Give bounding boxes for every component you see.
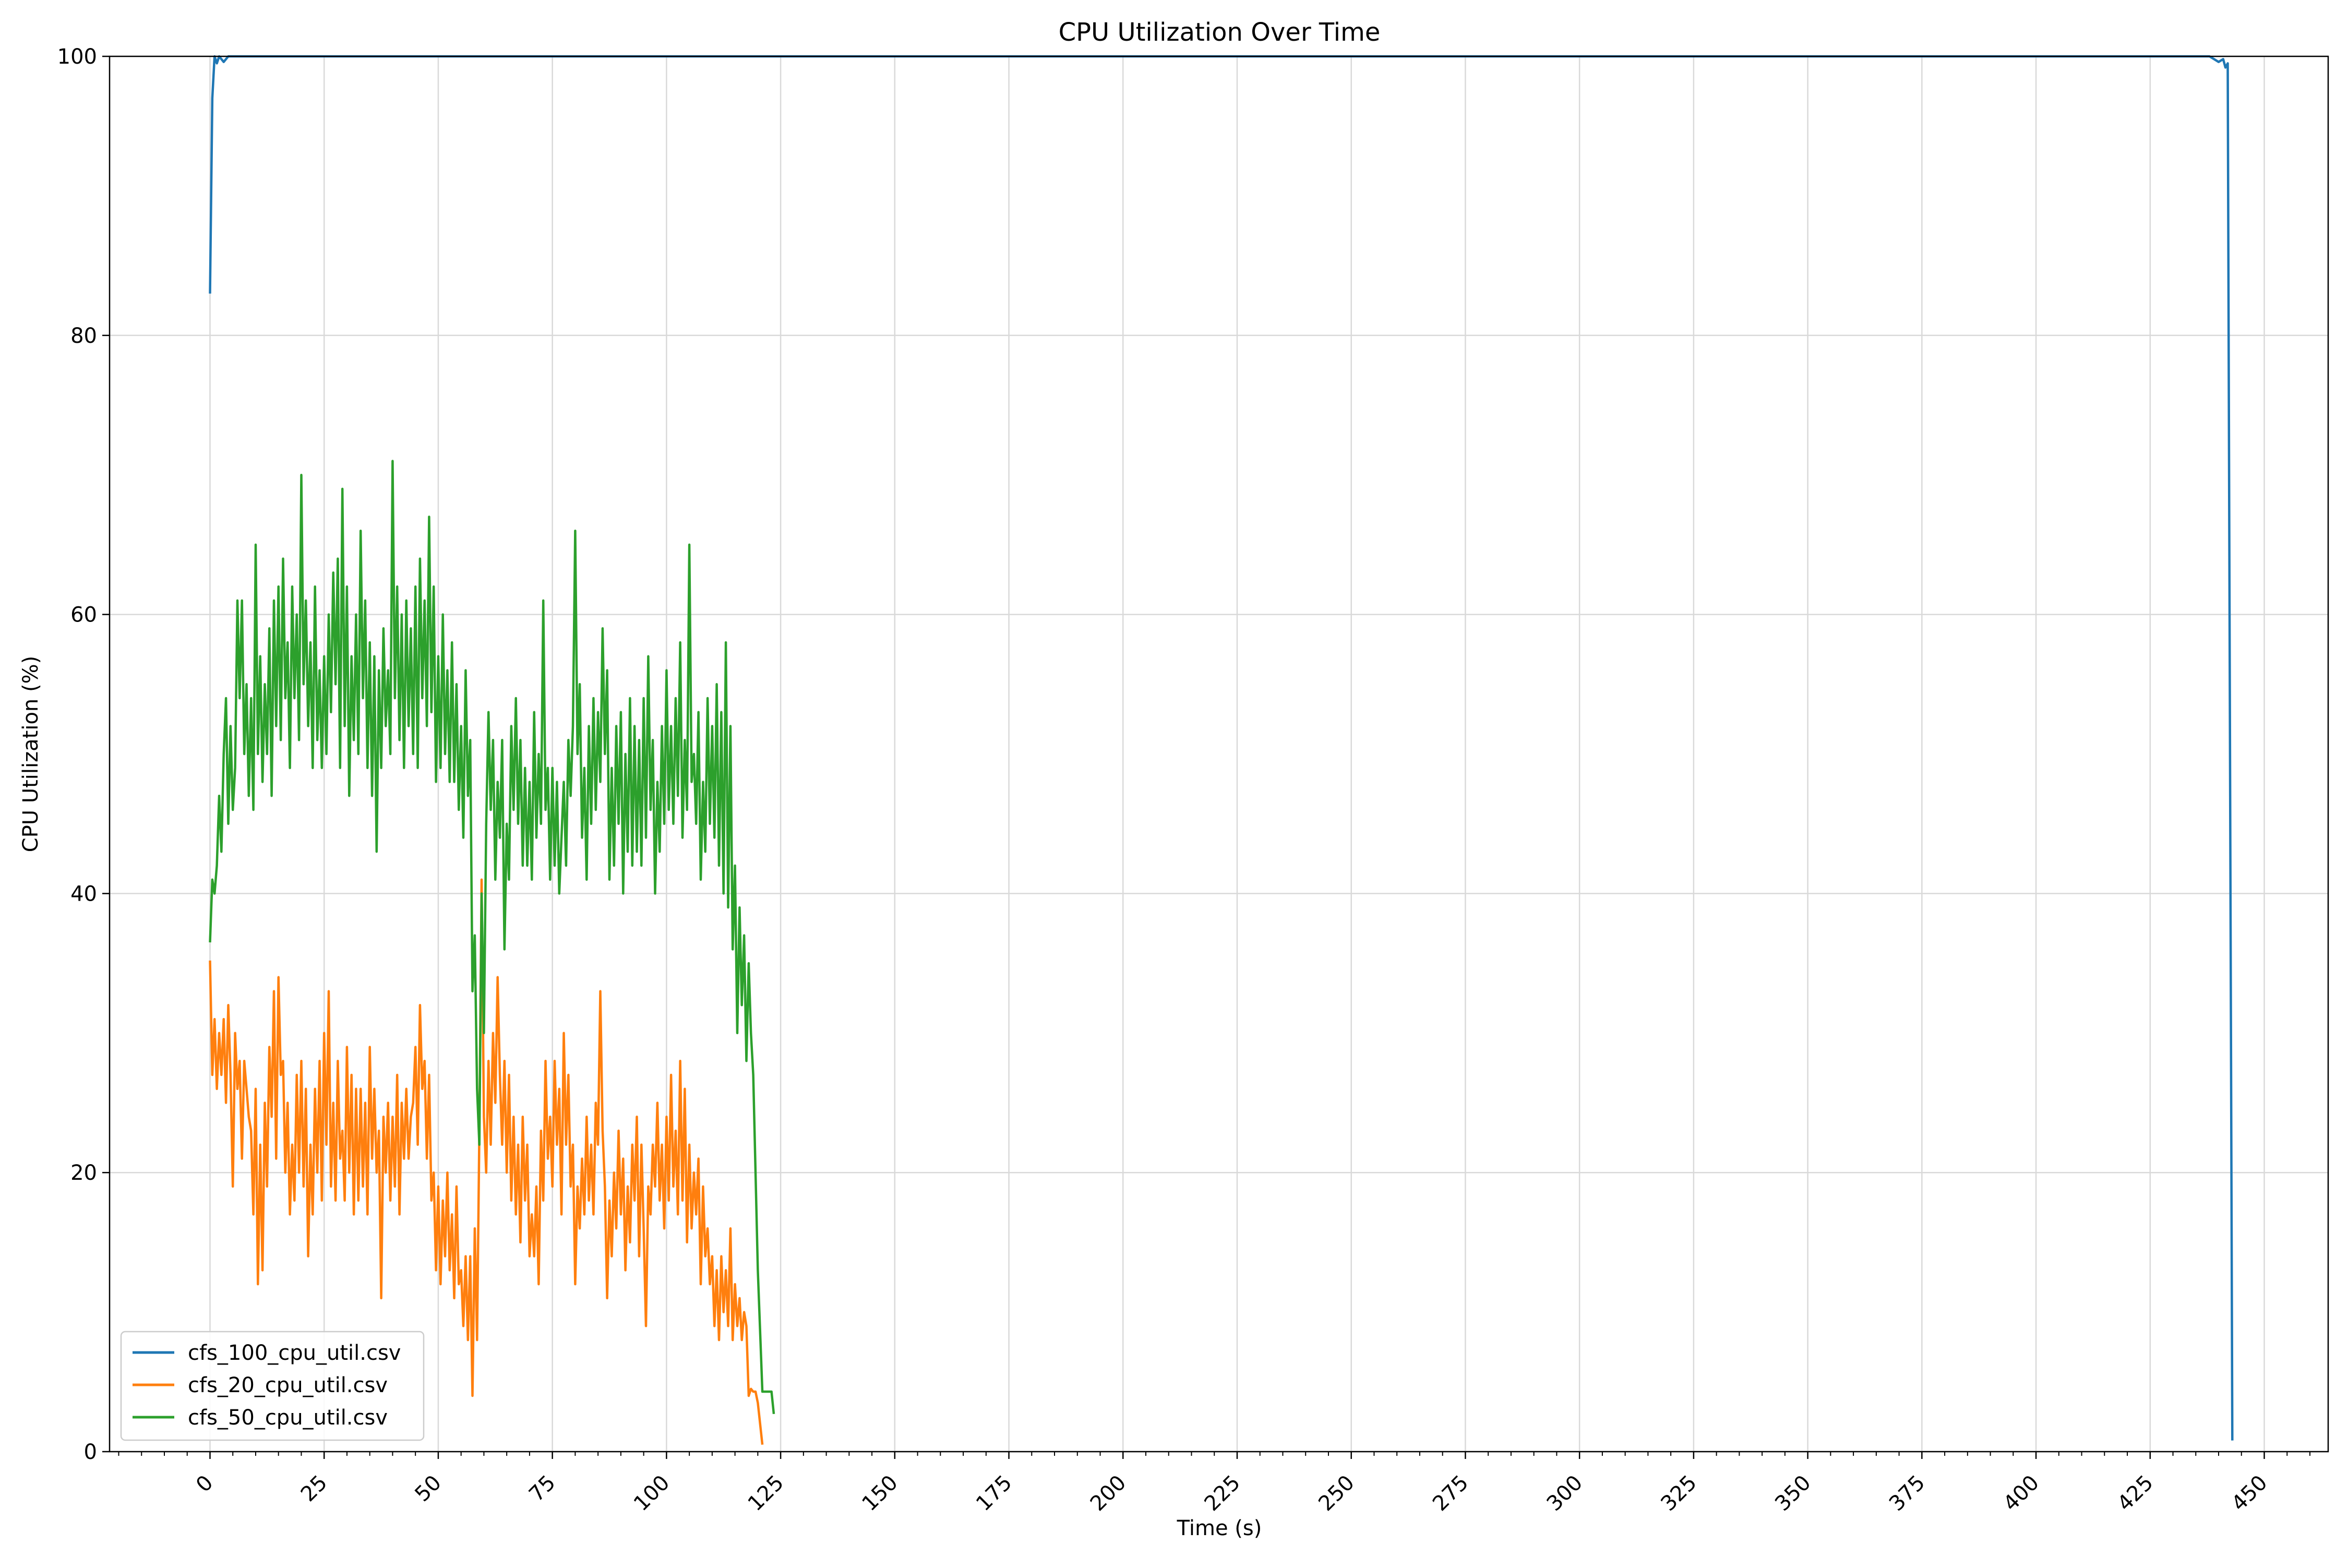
chart-title: CPU Utilization Over Time [1059,18,1381,47]
y-axis-label: CPU Utilization (%) [19,656,43,852]
legend-label: cfs_100_cpu_util.csv [188,1341,401,1365]
legend-label: cfs_50_cpu_util.csv [188,1406,388,1430]
plot-frame [109,55,2329,1453]
y-tick-label: 100 [57,45,97,69]
y-tick-label: 80 [70,324,97,348]
y-tick-label: 40 [70,882,97,906]
y-tick-label: 60 [70,603,97,627]
series-line [209,460,775,1415]
legend-label: cfs_20_cpu_util.csv [188,1373,388,1397]
x-axis-label: Time (s) [1177,1516,1262,1540]
legend-box [120,1331,425,1441]
series-line [209,878,764,1445]
legend: cfs_100_cpu_util.csv cfs_20_cpu_util.csvc… [120,1331,425,1441]
y-tick-label: 0 [84,1440,97,1464]
y-tick-label: 20 [70,1161,97,1185]
